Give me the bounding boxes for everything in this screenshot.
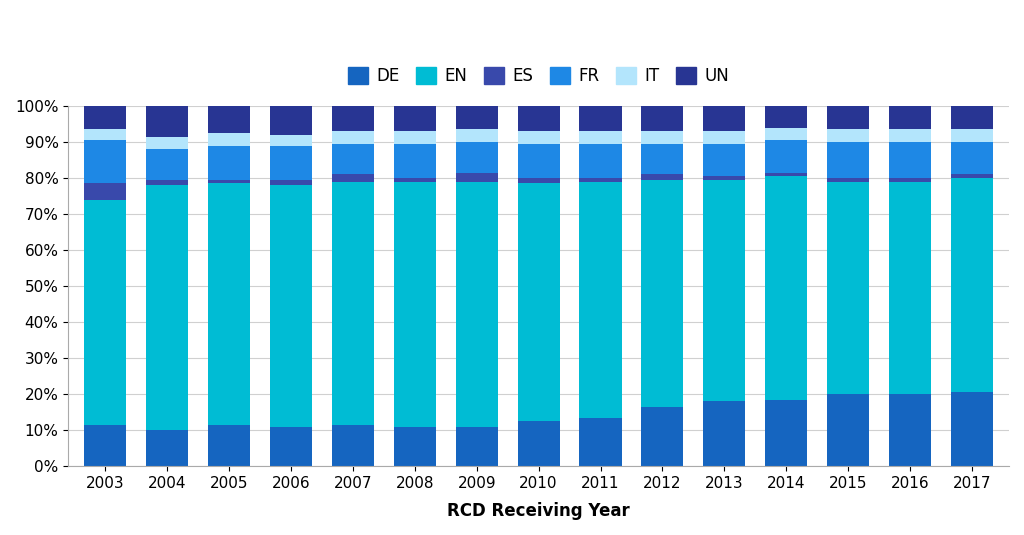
Bar bbox=[889, 106, 931, 129]
Bar bbox=[641, 180, 683, 407]
Bar bbox=[270, 106, 312, 135]
Bar bbox=[580, 131, 622, 144]
Bar bbox=[332, 106, 374, 131]
Bar bbox=[270, 185, 312, 426]
Bar bbox=[146, 430, 188, 466]
Bar bbox=[889, 178, 931, 181]
Bar bbox=[765, 106, 807, 127]
Bar bbox=[394, 426, 436, 466]
Bar bbox=[456, 173, 498, 181]
Bar bbox=[456, 129, 498, 142]
Bar bbox=[641, 144, 683, 174]
Bar bbox=[332, 144, 374, 174]
Bar bbox=[889, 142, 931, 178]
Bar bbox=[703, 180, 745, 401]
Bar bbox=[146, 149, 188, 180]
X-axis label: RCD Receiving Year: RCD Receiving Year bbox=[447, 502, 630, 520]
Bar bbox=[208, 146, 250, 180]
Bar bbox=[765, 127, 807, 140]
Bar bbox=[332, 131, 374, 144]
Bar bbox=[84, 129, 126, 140]
Bar bbox=[827, 181, 869, 394]
Bar bbox=[889, 181, 931, 394]
Bar bbox=[394, 131, 436, 144]
Bar bbox=[765, 140, 807, 173]
Bar bbox=[517, 106, 560, 131]
Bar bbox=[889, 129, 931, 142]
Bar bbox=[84, 106, 126, 129]
Legend: DE, EN, ES, FR, IT, UN: DE, EN, ES, FR, IT, UN bbox=[341, 60, 736, 91]
Bar bbox=[270, 146, 312, 180]
Bar bbox=[332, 425, 374, 466]
Bar bbox=[332, 174, 374, 181]
Bar bbox=[146, 136, 188, 149]
Bar bbox=[456, 426, 498, 466]
Bar bbox=[146, 180, 188, 185]
Bar bbox=[394, 106, 436, 131]
Bar bbox=[703, 144, 745, 176]
Bar bbox=[580, 106, 622, 131]
Bar bbox=[84, 184, 126, 200]
Bar bbox=[703, 106, 745, 131]
Bar bbox=[703, 131, 745, 144]
Bar bbox=[84, 140, 126, 184]
Bar bbox=[703, 401, 745, 466]
Bar bbox=[580, 181, 622, 417]
Bar bbox=[208, 184, 250, 425]
Bar bbox=[270, 135, 312, 146]
Bar bbox=[517, 184, 560, 421]
Bar bbox=[270, 426, 312, 466]
Bar bbox=[394, 181, 436, 426]
Bar bbox=[641, 174, 683, 180]
Bar bbox=[703, 176, 745, 180]
Bar bbox=[951, 106, 993, 129]
Bar bbox=[641, 131, 683, 144]
Bar bbox=[270, 180, 312, 185]
Bar bbox=[580, 417, 622, 466]
Bar bbox=[951, 142, 993, 174]
Bar bbox=[517, 144, 560, 178]
Bar bbox=[84, 425, 126, 466]
Bar bbox=[517, 131, 560, 144]
Bar bbox=[580, 144, 622, 178]
Bar bbox=[580, 178, 622, 181]
Bar bbox=[827, 106, 869, 129]
Bar bbox=[765, 176, 807, 400]
Bar bbox=[951, 129, 993, 142]
Bar bbox=[641, 106, 683, 131]
Bar bbox=[394, 144, 436, 178]
Bar bbox=[456, 181, 498, 426]
Bar bbox=[827, 178, 869, 181]
Bar bbox=[456, 106, 498, 129]
Bar bbox=[84, 200, 126, 425]
Bar bbox=[517, 421, 560, 466]
Bar bbox=[889, 394, 931, 466]
Bar bbox=[394, 178, 436, 181]
Bar bbox=[208, 133, 250, 146]
Bar bbox=[765, 400, 807, 466]
Bar bbox=[641, 407, 683, 466]
Bar bbox=[208, 425, 250, 466]
Bar bbox=[827, 394, 869, 466]
Bar bbox=[208, 106, 250, 133]
Bar bbox=[827, 142, 869, 178]
Bar bbox=[208, 180, 250, 184]
Bar bbox=[456, 142, 498, 173]
Bar bbox=[765, 173, 807, 176]
Bar bbox=[146, 185, 188, 430]
Bar bbox=[332, 181, 374, 425]
Bar bbox=[951, 178, 993, 392]
Bar bbox=[517, 178, 560, 184]
Bar bbox=[146, 106, 188, 136]
Bar bbox=[827, 129, 869, 142]
Bar bbox=[951, 174, 993, 178]
Bar bbox=[951, 392, 993, 466]
